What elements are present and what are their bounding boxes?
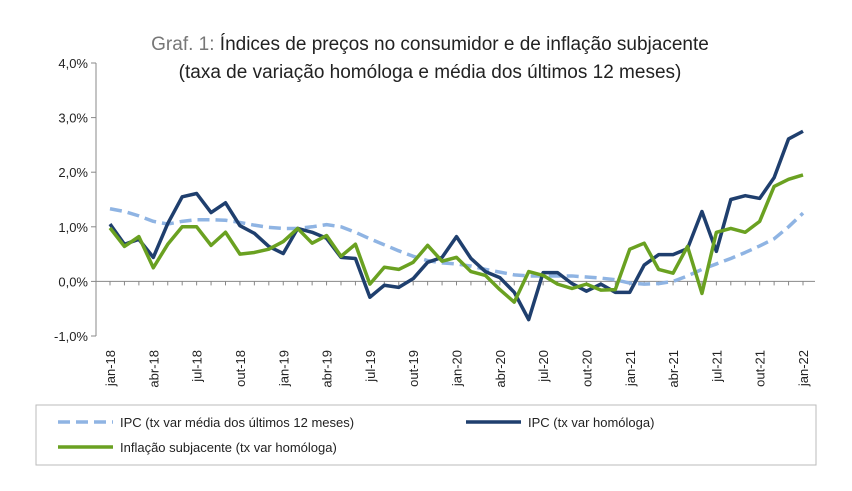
y-tick-label: 0,0% bbox=[58, 274, 88, 289]
legend-box bbox=[35, 404, 817, 466]
x-tick-label: jan-19 bbox=[276, 350, 291, 387]
title-text: Índices de preços no consumidor e de inf… bbox=[220, 34, 709, 55]
x-tick-label: jan-20 bbox=[450, 350, 465, 387]
series-line bbox=[109, 207, 805, 286]
x-tick-label: abr-19 bbox=[320, 350, 335, 388]
x-tick-label: jan-21 bbox=[623, 350, 638, 387]
x-tick-label: jul-18 bbox=[190, 350, 205, 383]
x-tick-label: out-20 bbox=[579, 350, 594, 387]
series-line bbox=[108, 129, 804, 322]
y-tick-label: 1,0% bbox=[58, 220, 88, 235]
legend-label: Inflação subjacente (tx var homóloga) bbox=[120, 440, 337, 455]
x-tick-label: out-19 bbox=[406, 350, 421, 387]
title-label: Graf. 1: bbox=[151, 34, 214, 55]
x-tick-label: jul-19 bbox=[363, 350, 378, 383]
x-tick-label: jan-22 bbox=[796, 350, 811, 387]
series-line bbox=[108, 173, 804, 304]
legend-label: IPC (tx var média dos últimos 12 meses) bbox=[120, 415, 354, 430]
x-tick-label: out-18 bbox=[233, 350, 248, 387]
x-tick-label: abr-21 bbox=[666, 350, 681, 388]
y-tick-label: 2,0% bbox=[58, 165, 88, 180]
legend-label: IPC (tx var homóloga) bbox=[528, 415, 654, 430]
x-tick-label: jan-18 bbox=[103, 350, 118, 387]
chart-subtitle: (taxa de variação homóloga e média dos ú… bbox=[179, 62, 682, 83]
x-tick-label: jul-21 bbox=[709, 350, 724, 383]
x-tick-label: jul-20 bbox=[536, 350, 551, 383]
x-tick-label: out-21 bbox=[753, 350, 768, 387]
y-tick-label: 4,0% bbox=[58, 56, 88, 71]
x-tick-label: abr-20 bbox=[493, 350, 508, 388]
chart-title: Graf. 1: Índices de preços no consumidor… bbox=[151, 34, 709, 55]
y-tick-label: 3,0% bbox=[58, 111, 88, 126]
x-tick-label: abr-18 bbox=[146, 350, 161, 388]
y-tick-label: -1,0% bbox=[54, 329, 88, 344]
